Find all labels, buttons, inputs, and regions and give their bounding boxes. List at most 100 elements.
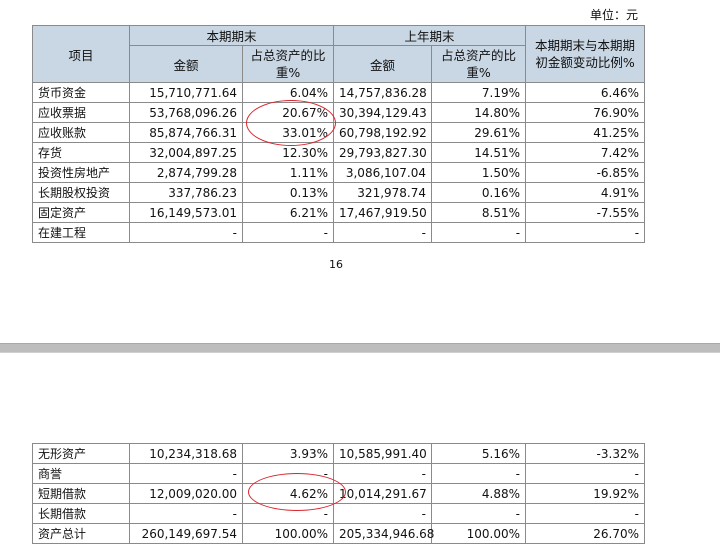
row-current-ratio: 0.13% (241, 182, 335, 203)
row-change-percent: -7.55% (525, 202, 646, 223)
row-current-amount: 53,768,096.26 (129, 102, 243, 123)
row-change-percent: -3.32% (525, 443, 645, 464)
row-change-percent: - (525, 222, 646, 243)
row-item-name: 长期借款 (32, 503, 130, 524)
balance-table-top: 项目 本期期末 上年期末 本期期末与本期期初金额变动比例% 金额 占总资产的比重… (32, 25, 646, 243)
row-prior-amount: 321,978.74 (333, 182, 433, 203)
highlight-circle-receivables (246, 100, 336, 146)
row-current-amount: - (129, 222, 243, 243)
row-item-name: 应收账款 (32, 122, 130, 143)
header-ratio-current: 占总资产的比重% (241, 45, 335, 83)
row-current-ratio: 1.11% (241, 162, 335, 183)
row-change-percent: - (525, 503, 645, 524)
balance-table-bottom: 无形资产 10,234,318.68 3.93% 10,585,991.40 5.16%… (32, 443, 645, 544)
row-change-percent: 41.25% (525, 122, 646, 143)
row-prior-ratio: - (431, 463, 526, 484)
header-item: 项目 (32, 25, 130, 83)
row-current-amount: 32,004,897.25 (129, 142, 243, 163)
row-prior-amount: - (333, 503, 432, 524)
row-item-name: 商誉 (32, 463, 130, 484)
row-current-amount: 15,710,771.64 (129, 82, 243, 103)
row-change-percent: 7.42% (525, 142, 646, 163)
table-row: 资产总计 260,149,697.54 100.00% 205,334,946.68 1… (32, 523, 645, 544)
row-prior-ratio: 1.50% (431, 162, 527, 183)
row-prior-ratio: 8.51% (431, 202, 527, 223)
row-prior-ratio: 29.61% (431, 122, 527, 143)
row-change-percent: 4.91% (525, 182, 646, 203)
table-row: 投资性房地产 2,874,799.28 1.11% 3,086,107.04 1.50%… (32, 162, 646, 183)
row-item-name: 在建工程 (32, 222, 130, 243)
row-item-name: 投资性房地产 (32, 162, 130, 183)
row-change-percent: 19.92% (525, 483, 645, 504)
unit-label: 单位：元 (589, 8, 638, 22)
row-prior-ratio: 7.19% (431, 82, 527, 103)
row-change-percent: - (525, 463, 645, 484)
table-row: 应收账款 85,874,766.31 33.01% 60,798,192.92 29.6… (32, 122, 646, 143)
table-row: 无形资产 10,234,318.68 3.93% 10,585,991.40 5.16%… (32, 443, 645, 464)
row-change-percent: 26.70% (525, 523, 645, 544)
header-ratio-current-text: 占总资产的比重% (250, 48, 326, 80)
row-prior-amount: 205,334,946.68 (333, 523, 434, 544)
row-prior-ratio: 100.00% (431, 523, 526, 544)
table-row: 货币资金 15,710,771.64 6.04% 14,757,836.28 7.19%… (32, 82, 646, 103)
row-prior-ratio: 4.88% (431, 483, 526, 504)
row-current-amount: 260,149,697.54 (129, 523, 243, 544)
row-prior-amount: 3,086,107.04 (333, 162, 433, 183)
row-prior-amount: 60,798,192.92 (333, 122, 433, 143)
row-current-amount: 16,149,573.01 (129, 202, 243, 223)
row-item-name: 货币资金 (32, 82, 130, 103)
row-prior-amount: 14,757,836.28 (333, 82, 433, 103)
row-prior-ratio: 14.51% (431, 142, 527, 163)
table-body-top: 货币资金 15,710,771.64 6.04% 14,757,836.28 7.19%… (32, 82, 646, 243)
row-prior-amount: 17,467,919.50 (333, 202, 433, 223)
table-body-bottom: 无形资产 10,234,318.68 3.93% 10,585,991.40 5.16%… (32, 443, 645, 544)
row-current-ratio: 6.04% (241, 82, 335, 103)
table-row: 固定资产 16,149,573.01 6.21% 17,467,919.50 8.51%… (32, 202, 646, 223)
row-current-ratio: 100.00% (242, 523, 334, 544)
table-row: 商誉 - - - - - (32, 463, 645, 484)
row-prior-amount: 30,394,129.43 (333, 102, 433, 123)
table-row: 应收票据 53,768,096.26 20.67% 30,394,129.43 14.8… (32, 102, 646, 123)
header-change: 本期期末与本期期初金额变动比例% (525, 25, 646, 83)
row-prior-ratio: - (431, 503, 526, 524)
header-amount-prior: 金额 (333, 45, 433, 83)
row-current-amount: 10,234,318.68 (129, 443, 243, 464)
row-current-amount: - (129, 503, 243, 524)
row-current-amount: 2,874,799.28 (129, 162, 243, 183)
header-current-period: 本期期末 (128, 25, 335, 46)
row-change-percent: -6.85% (525, 162, 646, 183)
table-row: 长期借款 - - - - - (32, 503, 645, 524)
row-item-name: 资产总计 (32, 523, 130, 544)
row-current-amount: 12,009,020.00 (129, 483, 243, 504)
row-prior-ratio: 14.80% (431, 102, 527, 123)
row-item-name: 长期股权投资 (32, 182, 130, 203)
row-current-amount: - (129, 463, 243, 484)
table-row: 长期股权投资 337,786.23 0.13% 321,978.74 0.16% 4.91… (32, 182, 646, 203)
table-subheader-row: 金额 占总资产的比重% 金额 占总资产的比重% (33, 45, 645, 83)
row-item-name: 短期借款 (32, 483, 130, 504)
row-item-name: 无形资产 (32, 443, 130, 464)
row-current-ratio: - (241, 222, 335, 243)
row-item-name: 存货 (32, 142, 130, 163)
row-current-ratio: 6.21% (241, 202, 335, 223)
row-item-name: 应收票据 (32, 102, 130, 123)
table-row: 存货 32,004,897.25 12.30% 29,793,827.30 14.51%… (32, 142, 646, 163)
row-prior-ratio: 0.16% (431, 182, 527, 203)
table-header-row: 项目 本期期末 上年期末 本期期末与本期期初金额变动比例% (32, 25, 646, 83)
row-prior-amount: 29,793,827.30 (333, 142, 433, 163)
highlight-circle-short-term-loan (248, 473, 346, 511)
header-ratio-prior: 占总资产的比重% (431, 45, 527, 83)
row-prior-amount: 10,014,291.67 (333, 483, 432, 504)
row-item-name: 固定资产 (32, 202, 130, 223)
page-number: 16 (329, 258, 343, 271)
table-row: 在建工程 - - - - - (32, 222, 646, 243)
row-prior-amount: - (333, 222, 433, 243)
row-change-percent: 76.90% (525, 102, 646, 123)
header-ratio-prior-text: 占总资产的比重% (441, 48, 517, 80)
row-prior-ratio: 5.16% (431, 443, 526, 464)
row-current-ratio: 3.93% (242, 443, 334, 464)
row-prior-ratio: - (431, 222, 527, 243)
header-change-text: 本期期末与本期期初金额变动比例% (535, 38, 636, 70)
header-prior-year: 上年期末 (333, 25, 527, 46)
row-prior-amount: - (333, 463, 432, 484)
